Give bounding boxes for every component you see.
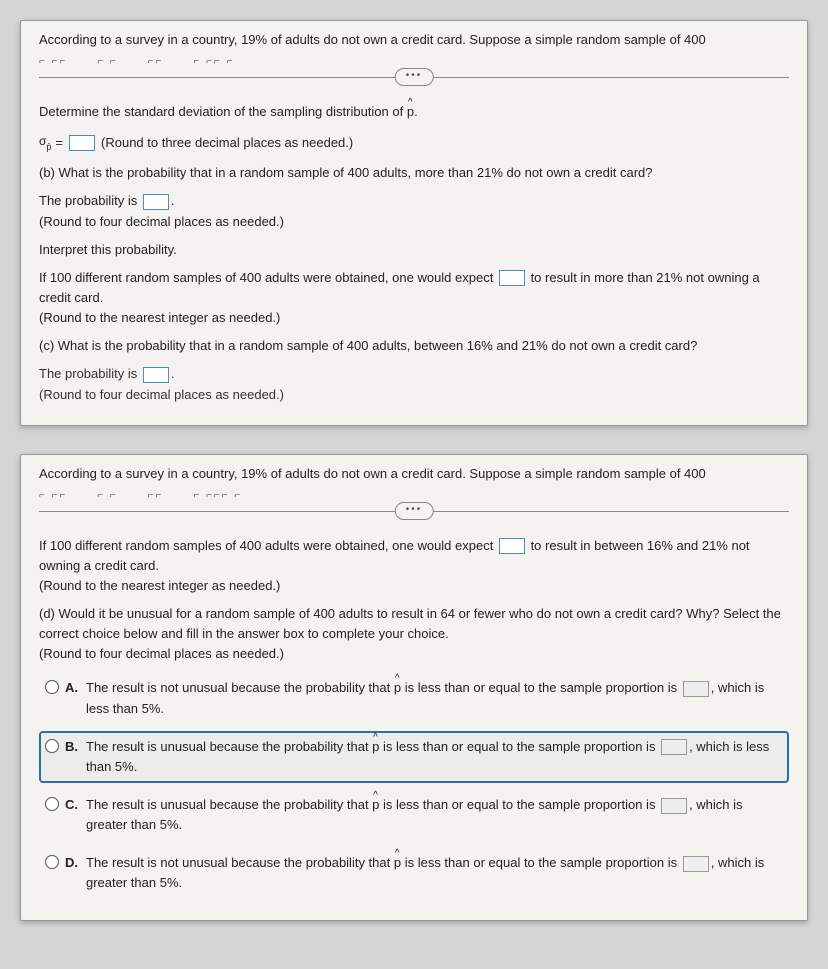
prob-c-input[interactable]	[143, 367, 169, 383]
radio-b[interactable]	[45, 739, 59, 753]
a-phat: p	[394, 680, 401, 695]
a-input[interactable]	[683, 681, 709, 697]
text-a: The result is not unusual because the pr…	[86, 678, 783, 718]
interpret-label: Interpret this probability.	[39, 240, 789, 260]
if100-b-row: If 100 different random samples of 400 a…	[39, 268, 789, 328]
option-d-row[interactable]: D. The result is not unusual because the…	[39, 847, 789, 899]
question-header-2: According to a survey in a country, 19% …	[21, 455, 807, 490]
part-d-question: (d) Would it be unusual for a random sam…	[39, 604, 789, 664]
p-hat-symbol: p	[407, 104, 414, 119]
option-a-row[interactable]: A. The result is not unusual because the…	[39, 672, 789, 724]
letter-b: B.	[65, 737, 78, 757]
std-dev-text: Determine the standard deviation of the …	[39, 104, 407, 119]
sigma-symbol: σp̂	[39, 132, 51, 153]
b-t1: The result is unusual because the probab…	[86, 739, 372, 754]
prob-c-label: The probability is	[39, 366, 141, 381]
letter-a: A.	[65, 678, 78, 698]
sigma-sub: p̂	[46, 142, 51, 152]
period-c: .	[171, 366, 175, 381]
divider-1: •••	[39, 77, 789, 78]
std-dev-prompt: Determine the standard deviation of the …	[39, 102, 789, 122]
c-input[interactable]	[661, 798, 687, 814]
part-c-question: (c) What is the probability that in a ra…	[39, 336, 789, 356]
round-int-b: (Round to the nearest integer as needed.…	[39, 310, 280, 325]
c-t1: The result is unusual because the probab…	[86, 797, 372, 812]
if100-c-a: If 100 different random samples of 400 a…	[39, 538, 497, 553]
if100-b-input[interactable]	[499, 270, 525, 286]
content-2: If 100 different random samples of 400 a…	[21, 522, 807, 920]
option-c-row[interactable]: C. The result is unusual because the pro…	[39, 789, 789, 841]
option-b-row[interactable]: B. The result is unusual because the pro…	[39, 731, 789, 783]
d-t1: The result is not unusual because the pr…	[86, 855, 394, 870]
if100-c-row: If 100 different random samples of 400 a…	[39, 536, 789, 596]
radio-a[interactable]	[45, 680, 59, 694]
radio-c[interactable]	[45, 797, 59, 811]
content-1: Determine the standard deviation of the …	[21, 88, 807, 425]
prob-b-input[interactable]	[143, 194, 169, 210]
ellipsis-pill-2[interactable]: •••	[395, 502, 434, 520]
round4-hint-b: (Round to four decimal places as needed.…	[39, 214, 284, 229]
question-header-1: According to a survey in a country, 19% …	[21, 21, 807, 56]
prob-b-label: The probability is	[39, 193, 141, 208]
letter-c: C.	[65, 795, 78, 815]
c-t2: is less than or equal to the sample prop…	[379, 797, 659, 812]
round4-hint-d: (Round to four decimal places as needed.…	[39, 646, 284, 661]
equals-sign: =	[55, 133, 63, 153]
letter-d: D.	[65, 853, 78, 873]
if100-b-a: If 100 different random samples of 400 a…	[39, 270, 497, 285]
b-t2: is less than or equal to the sample prop…	[379, 739, 659, 754]
a-t1: The result is not unusual because the pr…	[86, 680, 394, 695]
prob-c-row: The probability is . (Round to four deci…	[39, 364, 789, 404]
round3-hint: (Round to three decimal places as needed…	[101, 133, 353, 153]
text-d: The result is not unusual because the pr…	[86, 853, 783, 893]
text-c: The result is unusual because the probab…	[86, 795, 783, 835]
sigma-input[interactable]	[69, 135, 95, 151]
ellipsis-pill-1[interactable]: •••	[395, 68, 434, 86]
d-input[interactable]	[683, 856, 709, 872]
prob-b-row: The probability is . (Round to four deci…	[39, 191, 789, 231]
part-b-question: (b) What is the probability that in a ra…	[39, 163, 789, 183]
sigma-input-row: σp̂ = (Round to three decimal places as …	[39, 132, 789, 153]
c-phat: p	[372, 797, 379, 812]
radio-d[interactable]	[45, 855, 59, 869]
period-b: .	[171, 193, 175, 208]
round4-hint-c: (Round to four decimal places as needed.…	[39, 387, 284, 402]
b-input[interactable]	[661, 739, 687, 755]
a-t2: is less than or equal to the sample prop…	[401, 680, 681, 695]
question-panel-1: According to a survey in a country, 19% …	[20, 20, 808, 426]
d-t2: is less than or equal to the sample prop…	[401, 855, 681, 870]
divider-2: •••	[39, 511, 789, 512]
d-phat: p	[394, 855, 401, 870]
question-panel-2: According to a survey in a country, 19% …	[20, 454, 808, 921]
b-phat: p	[372, 739, 379, 754]
text-b: The result is unusual because the probab…	[86, 737, 783, 777]
if100-c-input[interactable]	[499, 538, 525, 554]
part-d-text: (d) Would it be unusual for a random sam…	[39, 606, 781, 641]
round-int-c: (Round to the nearest integer as needed.…	[39, 578, 280, 593]
